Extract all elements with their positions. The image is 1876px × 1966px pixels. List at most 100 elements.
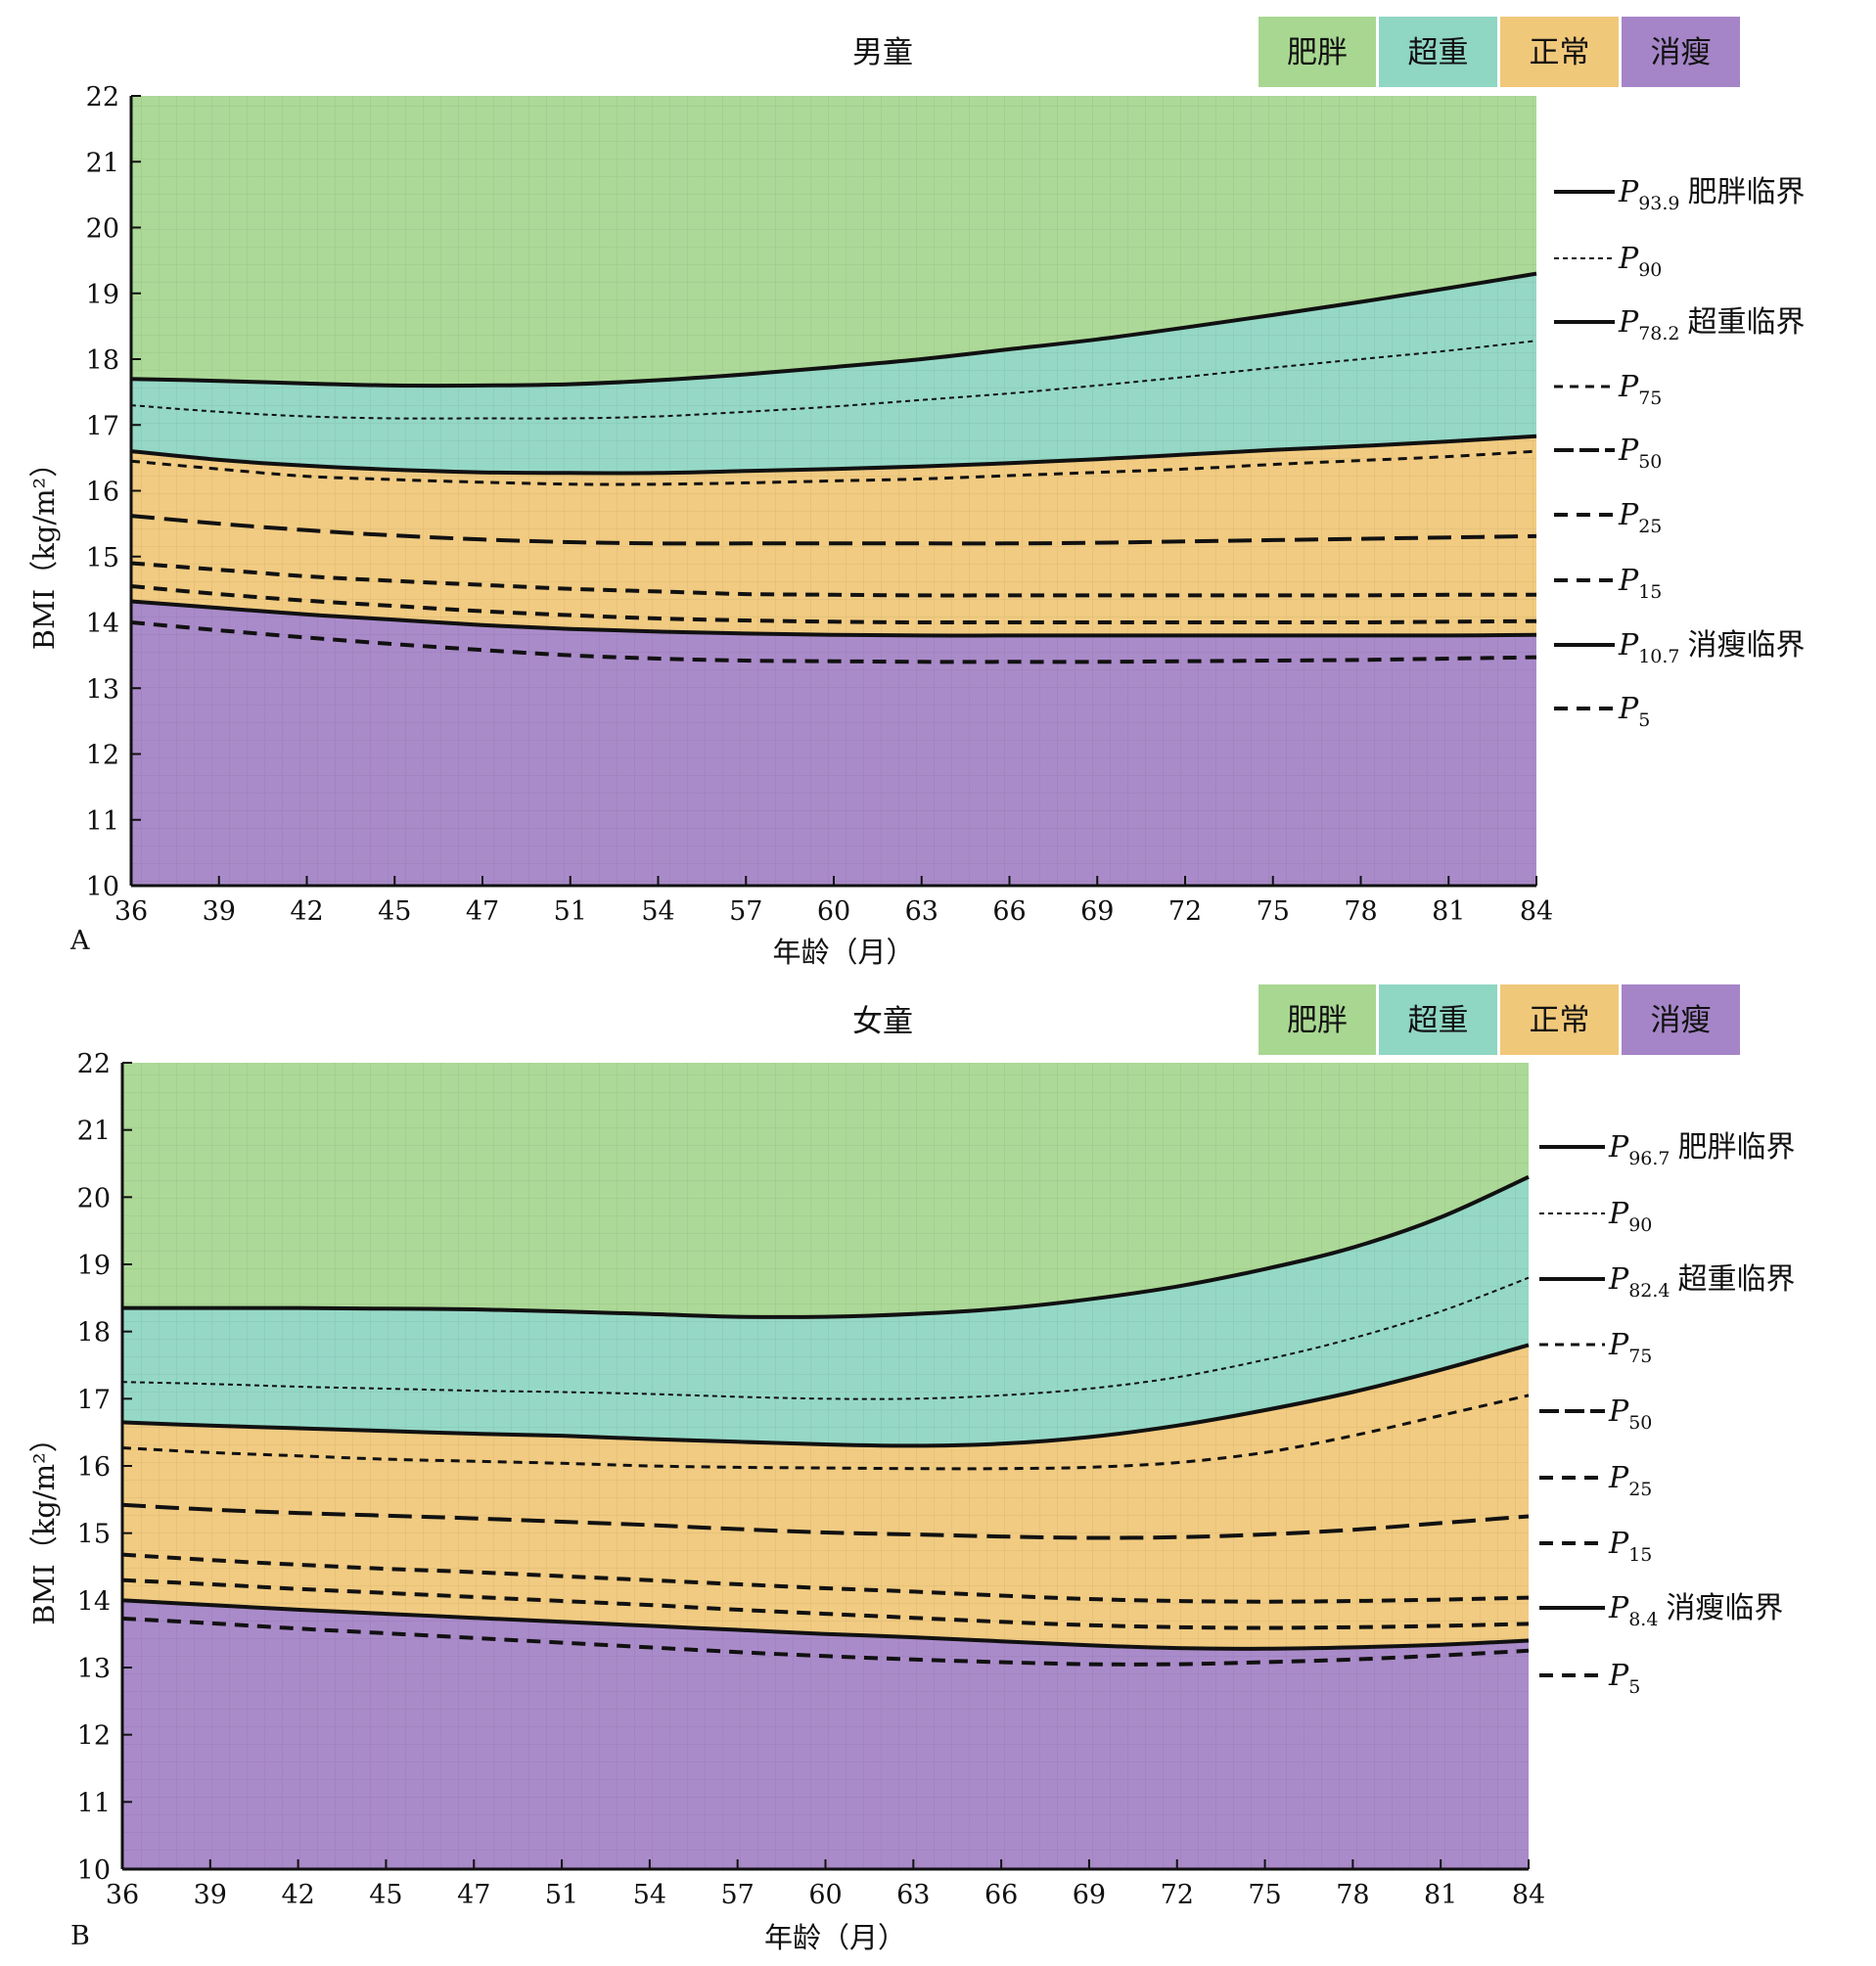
x-tick-label: 66 xyxy=(984,1880,1018,1910)
legend-cutoff-label: 消瘦临界 xyxy=(1666,1591,1783,1625)
grid-overlay xyxy=(122,1063,1529,1869)
y-tick-label: 22 xyxy=(86,82,119,113)
x-axis-label: 年龄（月） xyxy=(764,1921,906,1954)
legend-entry: P78.2 超重临界 xyxy=(1618,305,1806,344)
legend-box-wasting xyxy=(1622,17,1740,87)
x-tick-label: 54 xyxy=(633,1880,666,1910)
y-axis-label: BMI（kg/m²） xyxy=(27,1424,61,1625)
legend-entry: P25 xyxy=(1618,498,1662,537)
legend-subscript: 75 xyxy=(1628,1346,1652,1367)
percentile-line-6 xyxy=(121,1577,1530,1630)
x-tick-label: 66 xyxy=(992,896,1026,927)
y-tick-label: 19 xyxy=(77,1251,111,1281)
legend-cutoff-label: 消瘦临界 xyxy=(1688,628,1806,663)
y-tick-label: 21 xyxy=(77,1117,111,1147)
x-tick-label: 36 xyxy=(114,896,148,927)
legend-subscript: 50 xyxy=(1628,1412,1652,1434)
legend-box-normal xyxy=(1500,984,1619,1055)
x-tick-label: 39 xyxy=(194,1880,227,1910)
y-tick-label: 13 xyxy=(77,1654,111,1684)
legend-subscript: 25 xyxy=(1628,1479,1652,1500)
y-tick-label: 11 xyxy=(77,1788,111,1818)
legend-entry: P50 xyxy=(1608,1394,1652,1434)
x-tick-label: 81 xyxy=(1432,896,1465,927)
legend-subscript: 93.9 xyxy=(1638,193,1679,214)
legend-p: P xyxy=(1608,1197,1629,1231)
x-tick-label: 45 xyxy=(378,896,411,927)
legend-box-label: 超重 xyxy=(1408,35,1469,70)
chart-panel-girls: 女童 肥胖 超重 正常 消瘦 10 11 12 13 14 15 16 17 18 19 20 21 22 36 39… xyxy=(27,984,1796,1954)
legend-box-overweight xyxy=(1379,984,1497,1055)
y-tick-label: 22 xyxy=(77,1049,111,1079)
legend-subscript: 90 xyxy=(1638,259,1662,281)
legend-box-obese xyxy=(1258,984,1376,1055)
percentile-line-4 xyxy=(130,514,1537,546)
legend-box-label: 肥胖 xyxy=(1287,35,1348,70)
legend-box-label: 超重 xyxy=(1408,1003,1469,1038)
legend-subscript: 5 xyxy=(1638,709,1650,731)
legend-p: P xyxy=(1608,1461,1629,1495)
legend-entry: P75 xyxy=(1608,1328,1652,1367)
panel-label: B xyxy=(70,1921,90,1951)
legend-entry: P93.9 肥胖临界 xyxy=(1618,175,1806,214)
percentile-line-7 xyxy=(121,1598,1530,1651)
legend-p: P xyxy=(1608,1262,1629,1297)
legend-box-obese xyxy=(1258,17,1376,87)
y-tick-label: 16 xyxy=(77,1452,111,1483)
percentile-line-8 xyxy=(130,620,1537,664)
x-tick-label: 75 xyxy=(1248,1880,1281,1910)
legend-entry: P50 xyxy=(1618,434,1662,473)
legend-entry: P82.4 超重临界 xyxy=(1608,1262,1796,1302)
x-tick-label: 36 xyxy=(106,1880,139,1910)
x-tick-label: 72 xyxy=(1161,1880,1194,1910)
legend-p: P xyxy=(1608,1659,1629,1693)
legend-p: P xyxy=(1618,305,1639,340)
x-tick-label: 42 xyxy=(290,896,323,927)
x-tick-label: 47 xyxy=(466,896,499,927)
percentile-line-1 xyxy=(121,1276,1530,1400)
y-tick-label: 15 xyxy=(86,543,119,573)
y-tick-label: 17 xyxy=(86,411,119,441)
legend-box-label: 正常 xyxy=(1530,1003,1590,1038)
x-tick-label: 57 xyxy=(729,896,762,927)
legend-p: P xyxy=(1608,1394,1629,1429)
legend-subscript: 96.7 xyxy=(1628,1148,1670,1169)
y-tick-label: 14 xyxy=(77,1586,111,1617)
legend-entry: P8.4 消瘦临界 xyxy=(1608,1591,1783,1630)
y-tick-label: 10 xyxy=(77,1855,111,1886)
x-tick-label: 60 xyxy=(817,896,850,927)
legend-box-label: 消瘦 xyxy=(1651,1003,1712,1038)
x-tick-label: 39 xyxy=(203,896,236,927)
legend-box-wasting xyxy=(1622,984,1740,1055)
legend-cutoff-label: 肥胖临界 xyxy=(1678,1130,1796,1165)
legend-entry: P5 xyxy=(1608,1659,1640,1698)
percentile-line-7 xyxy=(130,599,1537,638)
x-tick-label: 63 xyxy=(896,1880,930,1910)
x-tick-label: 69 xyxy=(1080,896,1114,927)
legend-p: P xyxy=(1618,370,1639,404)
legend-p: P xyxy=(1618,434,1639,468)
legend-subscript: 82.4 xyxy=(1628,1280,1670,1302)
percentile-line-3 xyxy=(121,1394,1530,1471)
legend-entry: P90 xyxy=(1618,242,1662,281)
legend-cutoff-label: 超重临界 xyxy=(1678,1262,1796,1297)
legend-p: P xyxy=(1608,1328,1629,1362)
panel-label: A xyxy=(69,926,90,956)
legend-entry: P25 xyxy=(1608,1461,1652,1500)
x-tick-label: 81 xyxy=(1424,1880,1457,1910)
x-tick-label: 42 xyxy=(281,1880,314,1910)
percentile-line-8 xyxy=(121,1616,1530,1667)
y-tick-label: 16 xyxy=(86,478,119,508)
legend-entry: P15 xyxy=(1608,1527,1652,1566)
y-tick-label: 21 xyxy=(86,148,119,178)
x-tick-label: 54 xyxy=(641,896,674,927)
percentile-line-2 xyxy=(121,1343,1530,1448)
x-tick-label: 45 xyxy=(369,1880,402,1910)
percentile-line-6 xyxy=(130,584,1537,625)
percentile-line-3 xyxy=(130,449,1537,486)
legend-p: P xyxy=(1608,1130,1629,1165)
legend-subscript: 90 xyxy=(1628,1214,1652,1236)
x-tick-label: 72 xyxy=(1168,896,1202,927)
chart-panel-boys: 男童 肥胖 超重 正常 消瘦 10 11 12 13 14 15 16 17 18 19 20 21 22 36 39… xyxy=(27,17,1806,969)
